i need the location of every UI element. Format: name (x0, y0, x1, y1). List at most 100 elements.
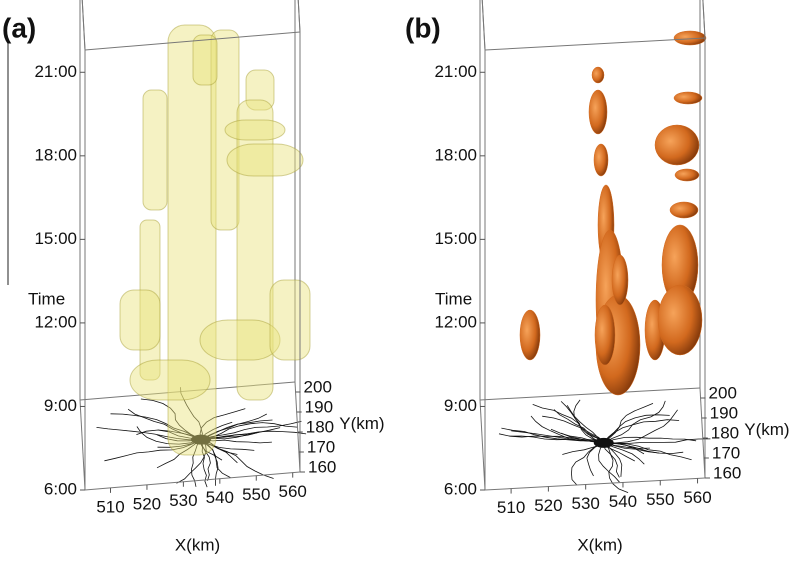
isosurface (673, 91, 703, 105)
road (199, 408, 246, 440)
y-tick-label: 190 (710, 403, 738, 422)
isosurface (519, 309, 541, 361)
z-axis-label: Time (435, 289, 472, 308)
isosurface (224, 119, 286, 141)
isosurface (142, 89, 168, 211)
y-tick-label: 200 (709, 383, 737, 402)
x-tick-label: 530 (169, 491, 197, 510)
road (200, 439, 208, 488)
road (200, 439, 274, 479)
z-tick-label: 18:00 (34, 145, 77, 164)
box-edge (479, 387, 701, 401)
x-tick-label: 560 (683, 488, 711, 507)
z-tick-label: 9:00 (444, 396, 477, 415)
box-edge (702, 0, 706, 39)
panel-label: (a) (2, 12, 36, 43)
road (603, 442, 684, 455)
z-tick-label: 9:00 (44, 396, 77, 415)
road-hub (191, 434, 211, 445)
road (553, 409, 605, 444)
box-edge (481, 0, 486, 51)
y-tick-label: 170 (307, 437, 335, 456)
z-tick-label: 6:00 (444, 479, 477, 498)
x-tick-label: 520 (534, 496, 562, 515)
isosurface (593, 143, 609, 177)
road (140, 398, 202, 440)
road (176, 439, 207, 484)
box-edge (699, 387, 706, 479)
box-edge (484, 477, 706, 491)
x-tick-label: 520 (133, 494, 161, 513)
y-tick-label: 180 (306, 417, 334, 436)
box-edge (484, 37, 706, 51)
x-tick-label: 530 (571, 494, 599, 513)
isosurface (594, 304, 616, 366)
z-tick-label: 12:00 (434, 312, 477, 331)
z-tick-label: 21:00 (34, 62, 77, 81)
road (104, 439, 202, 462)
z-tick-label: 21:00 (434, 62, 477, 81)
y-tick-label: 190 (305, 397, 333, 416)
panel: 6:00 9:00 12:00 15:00 18:00 21:00 510 520 530 540… (405, 0, 790, 554)
x-tick-label: 550 (242, 485, 270, 504)
road (200, 420, 302, 440)
road (200, 439, 272, 444)
isosurface (226, 143, 304, 177)
x-axis-label: X(km) (577, 535, 622, 554)
road (586, 442, 604, 477)
box-edge (479, 399, 486, 491)
x-tick-label: 510 (96, 497, 124, 516)
isosurface (611, 254, 629, 306)
z-tick-label: 15:00 (434, 229, 477, 248)
road (501, 427, 604, 444)
road (200, 419, 273, 440)
box-edge (81, 0, 86, 51)
y-axis-label: Y(km) (744, 420, 789, 439)
x-tick-label: 540 (609, 492, 637, 511)
isosurface (673, 30, 707, 46)
road (603, 400, 666, 444)
z-tick-label: 6:00 (44, 479, 77, 498)
panel-label: (b) (405, 12, 441, 43)
y-tick-label: 170 (712, 443, 740, 462)
box-edge (294, 381, 301, 473)
road (180, 387, 203, 440)
road (200, 422, 298, 440)
road (200, 439, 219, 486)
x-tick-label: 510 (497, 498, 525, 517)
panel: 6:00 9:00 12:00 15:00 18:00 21:00 510 520 530 540… (2, 0, 385, 554)
road (603, 403, 654, 444)
x-tick-label: 540 (206, 488, 234, 507)
road (571, 442, 604, 486)
isosurface (167, 24, 217, 456)
z-tick-label: 15:00 (34, 229, 77, 248)
isosurface (657, 284, 703, 356)
road (200, 413, 267, 440)
isosurface (588, 89, 608, 135)
road (96, 427, 202, 441)
isosurface (674, 168, 700, 182)
road (110, 413, 202, 440)
y-tick-label: 180 (711, 423, 739, 442)
road (603, 409, 678, 444)
road (603, 442, 645, 465)
road (603, 414, 670, 444)
x-axis-label: X(km) (175, 535, 220, 554)
box-edge (297, 0, 301, 33)
isosurface (591, 66, 605, 84)
road (603, 419, 680, 444)
x-tick-label: 560 (279, 482, 307, 501)
y-tick-label: 200 (304, 377, 332, 396)
isosurface (129, 359, 211, 401)
road (573, 399, 604, 444)
isosurface (669, 201, 699, 219)
road (603, 442, 623, 477)
z-tick-label: 18:00 (434, 145, 477, 164)
box-edge (79, 381, 296, 401)
y-tick-label: 160 (713, 463, 741, 482)
isosurface (119, 289, 161, 351)
road (603, 436, 697, 444)
x-tick-label: 550 (646, 490, 674, 509)
road (603, 438, 711, 444)
